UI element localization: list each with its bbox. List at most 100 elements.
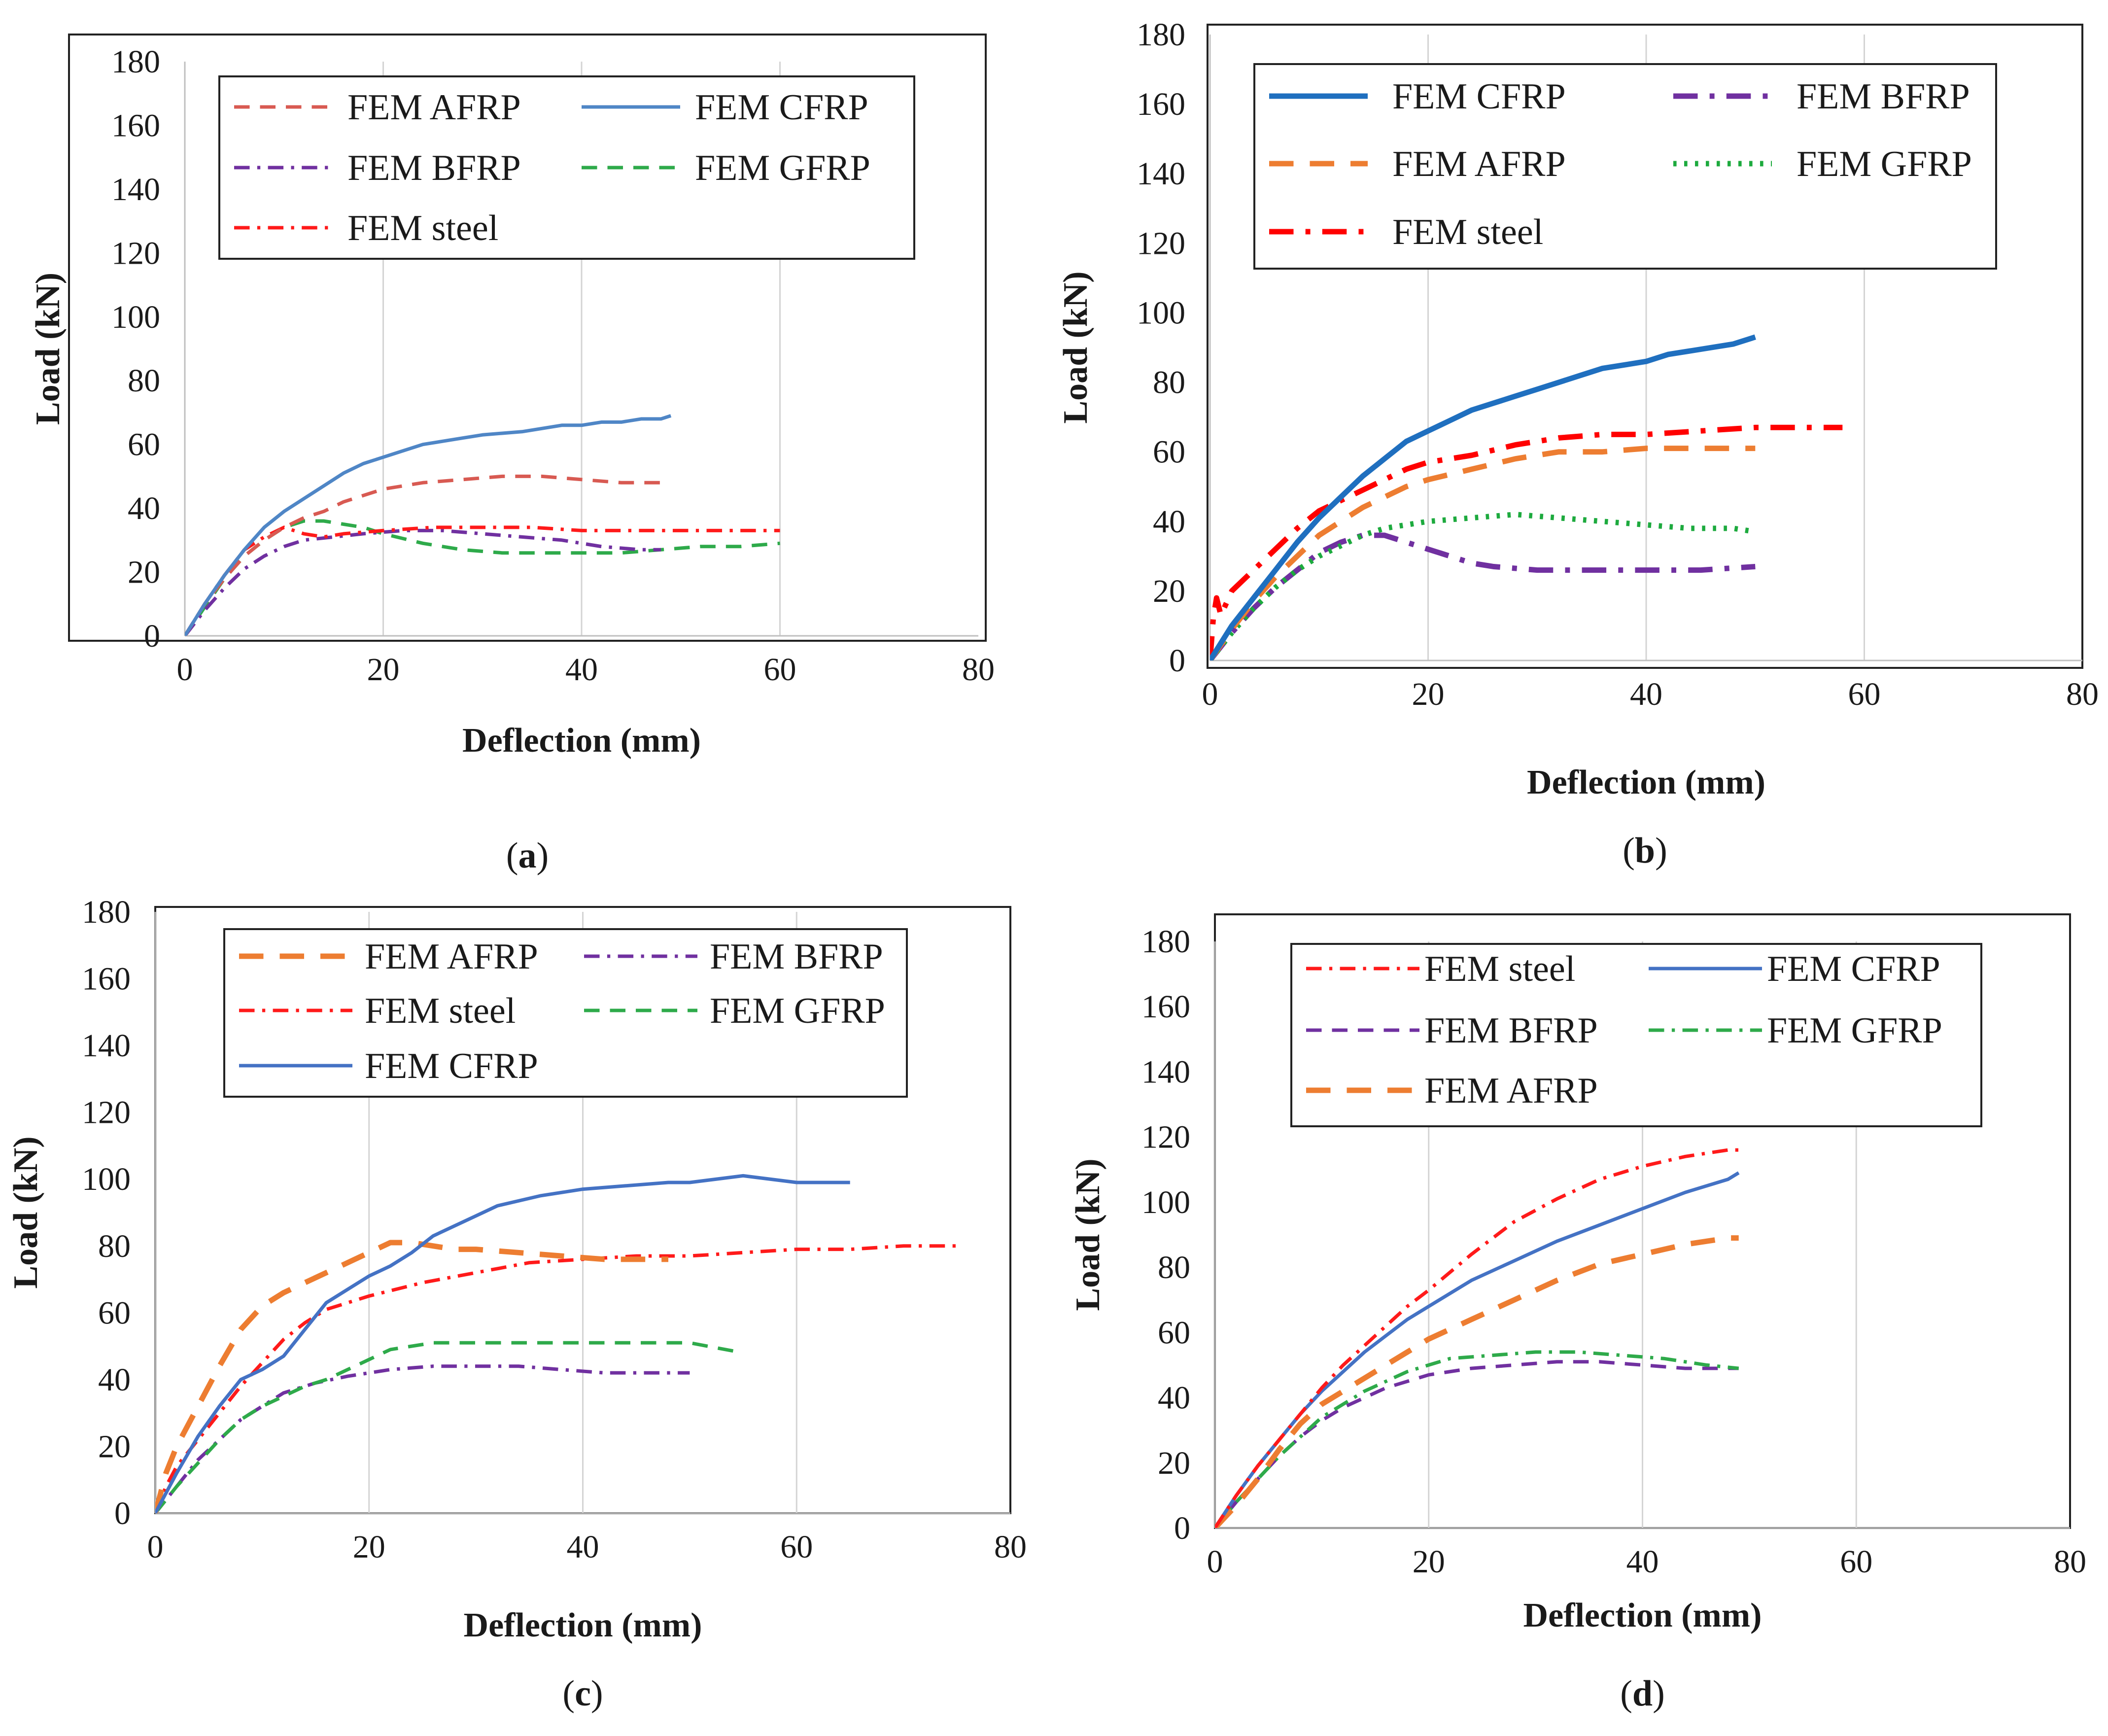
legend-box — [1253, 63, 1997, 270]
x-tick-label: 20 — [353, 1529, 385, 1565]
y-tick-label: 20 — [1153, 573, 1185, 609]
series-line-fem-steel — [1215, 1148, 1739, 1528]
x-tick-label: 20 — [1413, 1544, 1445, 1580]
y-tick-label: 120 — [1141, 1119, 1190, 1155]
panel-caption: (d) — [1620, 1673, 1664, 1714]
x-axis-title: Deflection (mm) — [1523, 1597, 1762, 1634]
series-line-fem-afrp — [1210, 446, 1756, 660]
y-tick-label: 180 — [111, 44, 160, 80]
y-tick-label: 140 — [1137, 156, 1185, 192]
series-line-fem-cfrp — [185, 414, 672, 636]
y-tick-label: 60 — [98, 1295, 131, 1331]
y-tick-label: 100 — [1141, 1184, 1190, 1220]
x-tick-label: 80 — [994, 1529, 1027, 1565]
legend-box — [1290, 943, 1982, 1127]
legend: FEM steel FEM CFRP FEM BFRP FEM GFRP FEM AFR… — [1290, 943, 1982, 1127]
x-tick-label: 80 — [962, 652, 995, 688]
legend-label: FEM BFRP — [710, 937, 883, 977]
x-tick-label: 40 — [1626, 1544, 1659, 1580]
series-line-fem-bfrp — [185, 528, 661, 636]
x-tick-label: 40 — [567, 1529, 599, 1565]
legend-box — [218, 75, 915, 260]
y-axis-title: Load (kN) — [7, 1136, 45, 1288]
chart-panel-d: 0 20 40 60 80 0 20 40 60 80 100 120 140 160 180 Deflect… — [1069, 913, 2086, 1714]
x-tick-label: 0 — [1207, 1544, 1223, 1580]
y-tick-label: 80 — [1153, 365, 1185, 401]
y-tick-label: 0 — [1174, 1510, 1190, 1546]
x-tick-label: 80 — [2054, 1544, 2086, 1580]
y-tick-label: 160 — [82, 961, 131, 997]
legend-label: FEM steel — [347, 208, 498, 248]
legend-label: FEM CFRP — [1392, 76, 1566, 117]
series-line-fem-gfrp — [155, 1341, 744, 1513]
x-tick-label: 40 — [565, 652, 598, 688]
series-group — [1210, 334, 1843, 660]
x-axis-title: Deflection (mm) — [462, 722, 701, 760]
y-tick-label: 140 — [1141, 1054, 1190, 1090]
y-tick-label: 20 — [128, 555, 160, 590]
y-tick-label: 20 — [98, 1428, 131, 1464]
y-tick-label: 60 — [1158, 1315, 1190, 1351]
series-line-fem-gfrp — [1215, 1350, 1739, 1528]
legend: FEM AFRP FEM CFRP FEM BFRP FEM GFRP FEM stee… — [218, 75, 915, 260]
legend-label: FEM BFRP — [347, 148, 521, 188]
series-line-fem-bfrp — [1210, 532, 1756, 660]
y-tick-label: 100 — [111, 299, 160, 335]
y-tick-label: 140 — [111, 172, 160, 208]
legend-label: FEM steel — [365, 991, 516, 1031]
legend-label: FEM GFRP — [1797, 144, 1972, 184]
y-tick-label: 160 — [111, 107, 160, 143]
panel-caption: (a) — [506, 835, 549, 876]
series-line-fem-bfrp — [155, 1364, 690, 1513]
x-tick-label: 40 — [1630, 676, 1662, 712]
legend-label: FEM AFRP — [1392, 144, 1566, 184]
y-tick-label: 80 — [128, 363, 160, 399]
legend-label: FEM GFRP — [1767, 1010, 1942, 1051]
x-tick-label: 0 — [177, 652, 193, 688]
x-axis-title: Deflection (mm) — [1527, 764, 1765, 801]
series-line-fem-steel — [155, 1244, 957, 1513]
y-tick-label: 40 — [98, 1362, 131, 1398]
y-tick-label: 60 — [1153, 434, 1185, 470]
y-axis-title: Load (kN) — [1069, 1158, 1107, 1311]
y-tick-label: 120 — [82, 1095, 131, 1131]
legend-label: FEM steel — [1392, 212, 1543, 252]
legend-label: FEM BFRP — [1424, 1010, 1598, 1051]
legend: FEM AFRP FEM BFRP FEM steel FEM GFRP FEM CFR… — [223, 928, 908, 1098]
y-tick-label: 100 — [82, 1161, 131, 1197]
chart-panel-b: 0 20 40 60 80 0 20 40 60 80 100 120 140 160 180 Deflect… — [1057, 17, 2099, 871]
chart-panel-a: 0 20 40 60 80 0 20 40 60 80 100 120 140 160 180 Deflect… — [29, 34, 995, 876]
legend-label: FEM BFRP — [1797, 76, 1970, 117]
y-tick-label: 40 — [1153, 504, 1185, 540]
series-line-fem-afrp — [1215, 1235, 1739, 1528]
y-tick-label: 60 — [128, 427, 160, 463]
y-tick-label: 0 — [144, 618, 160, 654]
x-tick-label: 0 — [147, 1529, 164, 1565]
x-tick-label: 20 — [367, 652, 400, 688]
series-group — [155, 1174, 957, 1513]
legend-label: FEM GFRP — [710, 991, 885, 1031]
legend-label: FEM CFRP — [1767, 949, 1940, 989]
y-tick-label: 180 — [1137, 17, 1185, 53]
legend: FEM CFRP FEM BFRP FEM AFRP FEM GFRP FEM stee… — [1253, 63, 1997, 270]
series-line-fem-afrp — [155, 1240, 668, 1513]
legend-label: FEM AFRP — [347, 87, 521, 128]
y-tick-label: 160 — [1141, 989, 1190, 1025]
y-tick-label: 40 — [1158, 1380, 1190, 1416]
y-tick-label: 100 — [1137, 295, 1185, 331]
x-tick-label: 60 — [1840, 1544, 1872, 1580]
series-line-fem-cfrp — [1210, 334, 1756, 660]
y-tick-label: 180 — [82, 894, 131, 930]
x-axis-title: Deflection (mm) — [464, 1606, 702, 1644]
series-group — [185, 414, 780, 636]
x-tick-label: 60 — [1848, 676, 1881, 712]
y-axis-title: Load (kN) — [29, 273, 67, 425]
panel-caption: (c) — [562, 1673, 603, 1714]
y-axis-title: Load (kN) — [1057, 271, 1095, 423]
legend-label: FEM CFRP — [695, 87, 868, 128]
series-line-fem-cfrp — [155, 1174, 850, 1513]
legend-label: FEM AFRP — [1424, 1071, 1598, 1111]
y-tick-label: 140 — [82, 1028, 131, 1064]
legend-label: FEM CFRP — [365, 1046, 538, 1086]
